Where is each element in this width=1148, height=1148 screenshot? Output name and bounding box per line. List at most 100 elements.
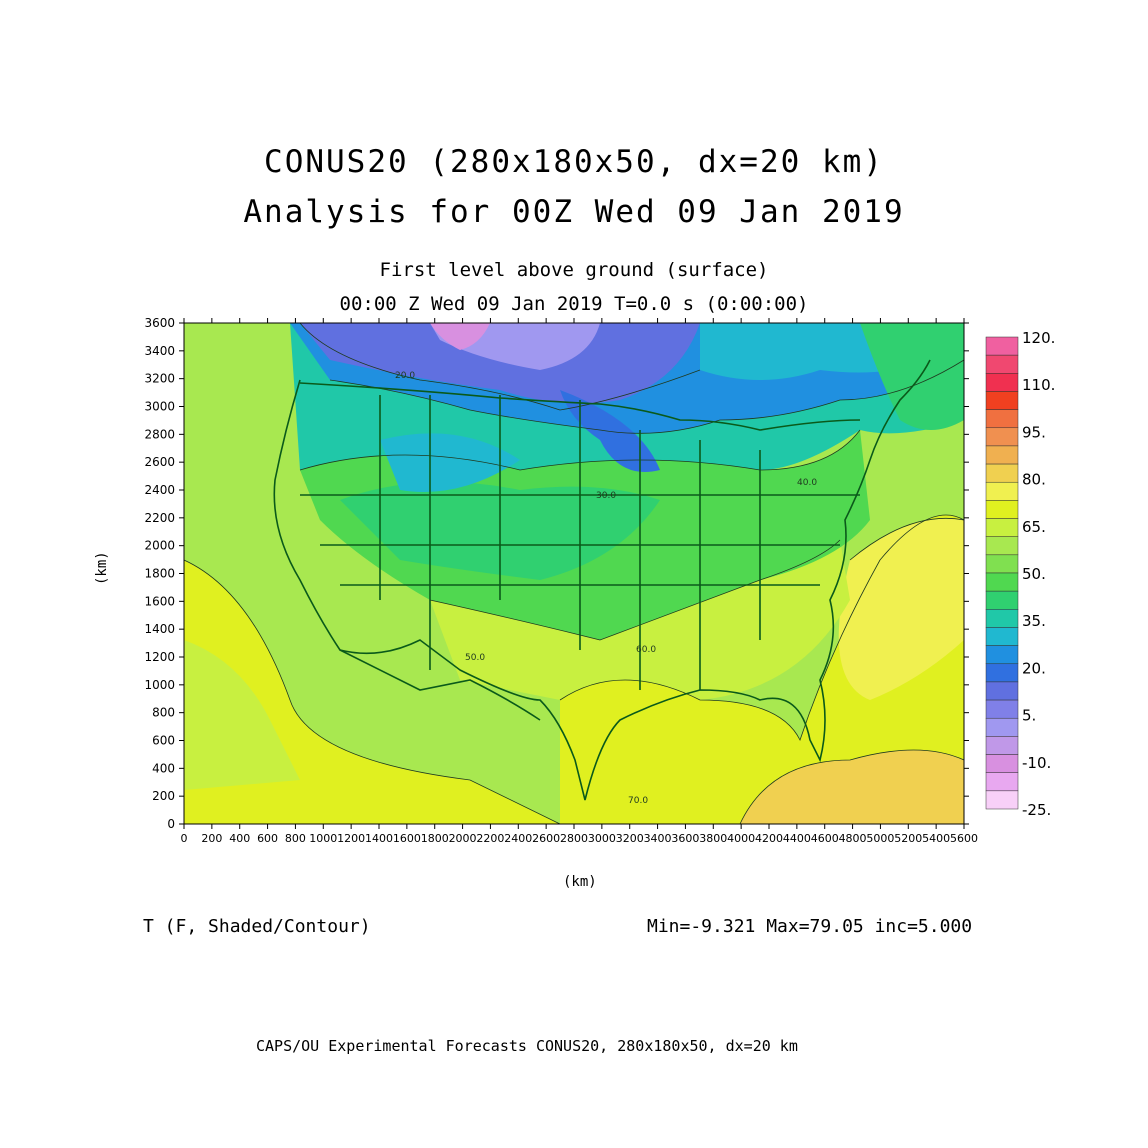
colorbar-label: 50. <box>1022 565 1046 583</box>
field-coldest-peak <box>430 323 490 350</box>
field-caribbean-hot <box>740 750 964 824</box>
chart-title-line2: Analysis for 00Z Wed 09 Jan 2019 <box>243 194 905 230</box>
y-tick-label: 1800 <box>144 567 175 581</box>
y-tick-label: 2400 <box>144 483 175 497</box>
field-mid-south <box>430 540 850 700</box>
x-tick-label: 1400 <box>365 832 393 845</box>
colorbar-swatch <box>985 754 1019 773</box>
contour-line <box>329 359 964 434</box>
x-tick-label: 0 <box>181 832 188 845</box>
colorbar-swatch <box>985 736 1019 755</box>
contour-line <box>559 514 964 742</box>
y-tick-label: 0 <box>167 817 175 831</box>
x-tick-label: 3800 <box>699 832 727 845</box>
shaded-field <box>184 323 964 824</box>
colorbar-label: -10. <box>1022 754 1051 772</box>
contour-lines <box>184 323 964 824</box>
y-tick-label: 800 <box>152 706 175 720</box>
y-tick-label: 600 <box>152 734 175 748</box>
contour-line <box>739 749 964 824</box>
x-tick-label: 3600 <box>671 832 699 845</box>
field-great-lakes-cold <box>560 390 660 472</box>
x-tick-label: 3400 <box>644 832 672 845</box>
colorbar-swatch <box>985 681 1019 701</box>
y-tick-label: 3200 <box>144 372 175 386</box>
contour-line <box>184 559 561 824</box>
colorbar-swatch <box>985 772 1019 792</box>
colorbar-label: 5. <box>1022 707 1036 725</box>
x-tick-label: 2800 <box>560 832 588 845</box>
contour-label: 50.0 <box>465 653 485 663</box>
colorbar-swatch <box>985 572 1019 592</box>
y-tick-label: 1200 <box>144 650 175 664</box>
x-tick-label: 5000 <box>866 832 894 845</box>
colorbar-label: 95. <box>1022 423 1046 441</box>
x-axis: 0 200 400 600 800 1000 1200 1400 1600 1800 2000 220… <box>181 318 978 845</box>
y-tick-label: 1000 <box>144 678 175 692</box>
x-tick-label: 4000 <box>727 832 755 845</box>
us-canada-border <box>299 382 861 431</box>
colorbar-swatch <box>985 609 1019 628</box>
x-tick-label: 200 <box>201 832 222 845</box>
field-prairies-cold <box>300 323 700 404</box>
x-tick-label: 4200 <box>755 832 783 845</box>
contour-label-group: 20.0 30.0 40.0 50.0 60.0 70.0 <box>395 371 817 806</box>
colorbar-swatch <box>985 354 1019 374</box>
y-tick-label: 1400 <box>144 622 175 636</box>
x-tick-label: 2200 <box>476 832 504 845</box>
colorbar-label: 110. <box>1022 376 1055 394</box>
x-tick-label: 5600 <box>950 832 978 845</box>
y-tick-label: 2200 <box>144 511 175 525</box>
y-tick-label: 200 <box>152 789 175 803</box>
field-stats: Min=-9.321 Max=79.05 inc=5.000 <box>647 916 973 937</box>
colorbar-swatch <box>985 790 1019 810</box>
x-tick-label: 600 <box>257 832 278 845</box>
x-tick-label: 2600 <box>532 832 560 845</box>
x-tick-label: 5400 <box>922 832 950 845</box>
x-tick-label: 3000 <box>588 832 616 845</box>
colorbar-swatch <box>985 500 1019 519</box>
y-tick-label: 2800 <box>144 427 175 441</box>
colorbar-swatch <box>985 409 1019 429</box>
colorbar-swatch <box>985 554 1019 574</box>
colorbar-swatch <box>985 481 1019 501</box>
y-tick-label: 3000 <box>144 400 175 414</box>
colorbar-swatch <box>985 518 1019 537</box>
field-northern-rockies <box>380 433 520 492</box>
colorbar: 120. 110. 95. 80. 65. 50. 35. 20. 5. -10. -25. <box>985 329 1055 819</box>
colorbar-label: 20. <box>1022 659 1046 677</box>
x-tick-label: 4400 <box>783 832 811 845</box>
colorbar-swatch <box>985 627 1019 646</box>
colorbar-swatch <box>985 645 1019 665</box>
colorbar-swatch <box>985 463 1019 483</box>
colorbar-swatch <box>985 663 1019 683</box>
x-tick-label: 3200 <box>616 832 644 845</box>
colorbar-swatch <box>985 717 1019 737</box>
field-atlantic-warm <box>838 518 964 700</box>
x-tick-label: 5200 <box>894 832 922 845</box>
colorbar-swatch <box>985 391 1019 410</box>
contour-line <box>849 517 964 561</box>
y-tick-label: 2600 <box>144 455 175 469</box>
contour-label: 30.0 <box>596 491 616 501</box>
x-tick-label: 1600 <box>393 832 421 845</box>
y-axis-label: (km) <box>94 551 110 585</box>
colorbar-swatch <box>985 427 1019 447</box>
x-tick-label: 2000 <box>449 832 477 845</box>
y-tick-label: 2000 <box>144 539 175 553</box>
y-axis: 0 200 400 600 800 1000 1200 1400 1600 1800 2000 220… <box>144 316 969 831</box>
us-mexico-border <box>339 649 541 721</box>
y-tick-label: 400 <box>152 761 175 775</box>
contour-line <box>299 429 861 471</box>
credit-line: CAPS/OU Experimental Forecasts CONUS20, … <box>256 1037 798 1055</box>
x-tick-label: 400 <box>229 832 250 845</box>
colorbar-label: 65. <box>1022 518 1046 536</box>
field-pacific-mild <box>184 640 300 790</box>
colorbar-label: 120. <box>1022 329 1055 347</box>
colorbar-swatch <box>985 445 1019 465</box>
contour-label: 20.0 <box>395 371 415 381</box>
contour-line <box>299 323 701 411</box>
colorbar-swatch <box>985 373 1019 392</box>
contour-label: 60.0 <box>636 645 656 655</box>
